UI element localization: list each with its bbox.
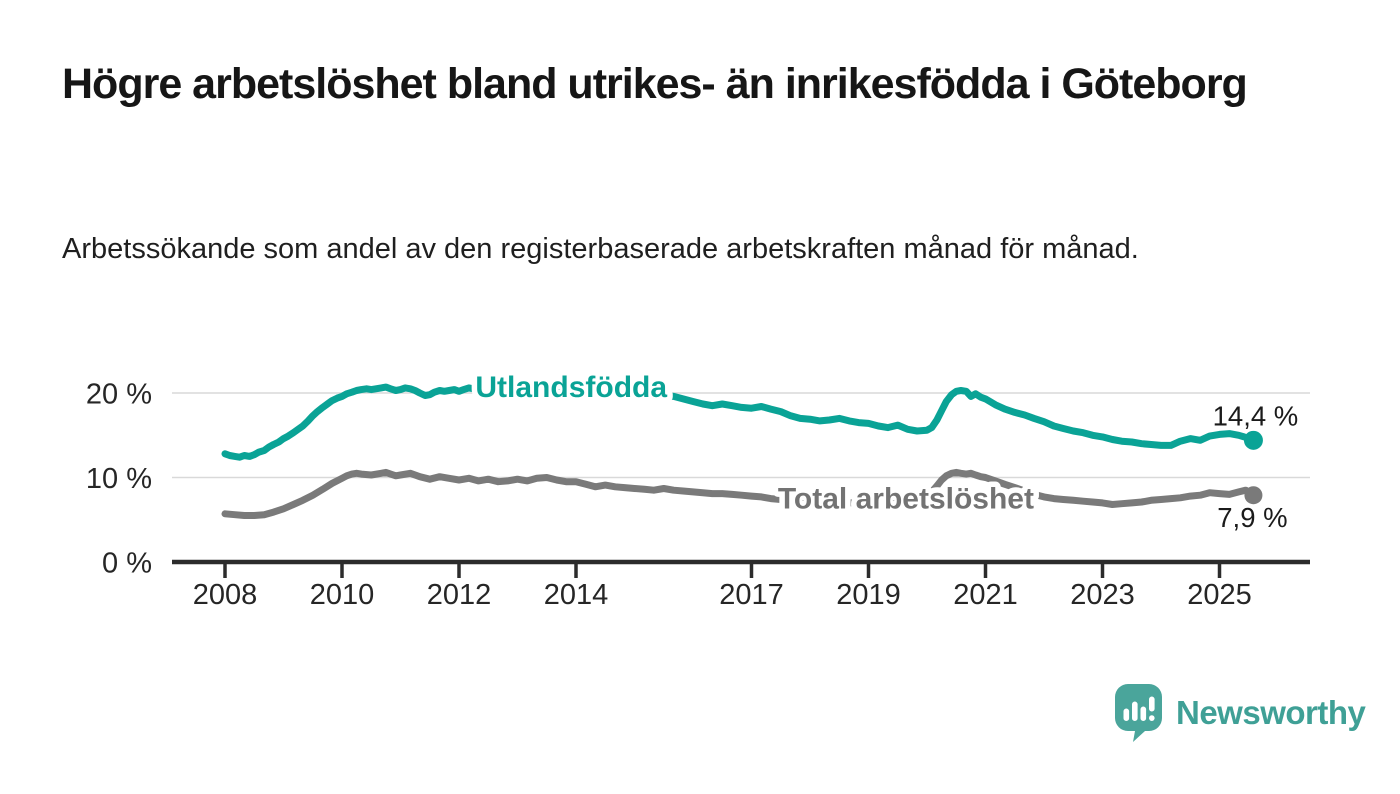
x-axis-tick-label: 2025 xyxy=(1187,579,1252,611)
utlandsfodda-end-dot xyxy=(1243,430,1263,450)
y-axis-tick-label: 0 % xyxy=(102,548,152,580)
total-line xyxy=(221,468,1257,519)
x-axis-tick-label: 2019 xyxy=(836,579,901,611)
utlandsfodda-end-value-label: 14,4 % xyxy=(1213,400,1299,431)
x-axis-tick-label: 2012 xyxy=(427,579,492,611)
x-axis-tick-label: 2010 xyxy=(310,579,375,611)
x-axis-tick-label: 2014 xyxy=(544,579,609,611)
y-axis-tick-label: 10 % xyxy=(86,463,152,495)
chart-title: Högre arbetslöshet bland utrikes- än inr… xyxy=(62,60,1248,108)
utlandsfodda-series-label: Utlandsfödda xyxy=(475,371,667,404)
chart-subtitle: Arbetssökande som andel av den registerb… xyxy=(62,233,1139,265)
y-axis-tick-label: 20 % xyxy=(86,379,152,411)
x-axis-tick-label: 2017 xyxy=(719,579,784,611)
total-series-label: Total arbetslöshet xyxy=(778,482,1034,515)
x-axis-tick-label: 2021 xyxy=(953,579,1018,611)
total-end-dot xyxy=(1244,486,1263,505)
total-end-value-label: 7,9 % xyxy=(1217,502,1287,533)
newsworthy-bubble-chart-icon xyxy=(1115,684,1162,742)
x-axis-tick-label: 2008 xyxy=(193,579,258,611)
newsworthy-brand-text: Newsworthy xyxy=(1176,694,1366,731)
utlandsfodda-line xyxy=(221,383,1257,461)
newsworthy-logo: Newsworthy xyxy=(1115,684,1366,742)
x-axis-tick-label: 2023 xyxy=(1070,579,1135,611)
